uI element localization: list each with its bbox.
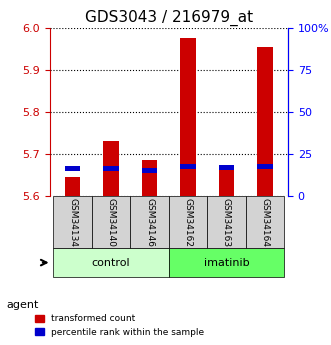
Bar: [104, 141, 119, 196]
Bar: [65, 177, 80, 196]
Bar: [257, 164, 273, 169]
Bar: [219, 168, 234, 196]
Bar: [219, 165, 234, 170]
Bar: [257, 47, 273, 196]
Text: GSM34134: GSM34134: [68, 198, 77, 247]
Bar: [180, 38, 196, 196]
Text: GSM34140: GSM34140: [107, 198, 116, 247]
FancyBboxPatch shape: [54, 196, 92, 248]
FancyBboxPatch shape: [207, 196, 246, 248]
Text: agent: agent: [7, 300, 39, 310]
Text: GSM34162: GSM34162: [183, 198, 193, 247]
Text: GSM34146: GSM34146: [145, 198, 154, 247]
FancyBboxPatch shape: [246, 196, 284, 248]
Title: GDS3043 / 216979_at: GDS3043 / 216979_at: [85, 10, 253, 26]
FancyBboxPatch shape: [130, 196, 169, 248]
FancyBboxPatch shape: [54, 248, 169, 277]
Legend: transformed count, percentile rank within the sample: transformed count, percentile rank withi…: [31, 311, 208, 341]
Bar: [180, 164, 196, 169]
Text: GSM34164: GSM34164: [260, 198, 269, 247]
FancyBboxPatch shape: [92, 196, 130, 248]
Text: imatinib: imatinib: [204, 258, 249, 268]
Bar: [142, 168, 157, 173]
Bar: [142, 160, 157, 196]
Bar: [104, 166, 119, 171]
FancyBboxPatch shape: [169, 196, 207, 248]
FancyBboxPatch shape: [169, 248, 284, 277]
Text: GSM34163: GSM34163: [222, 198, 231, 247]
Bar: [65, 166, 80, 171]
Text: control: control: [92, 258, 130, 268]
